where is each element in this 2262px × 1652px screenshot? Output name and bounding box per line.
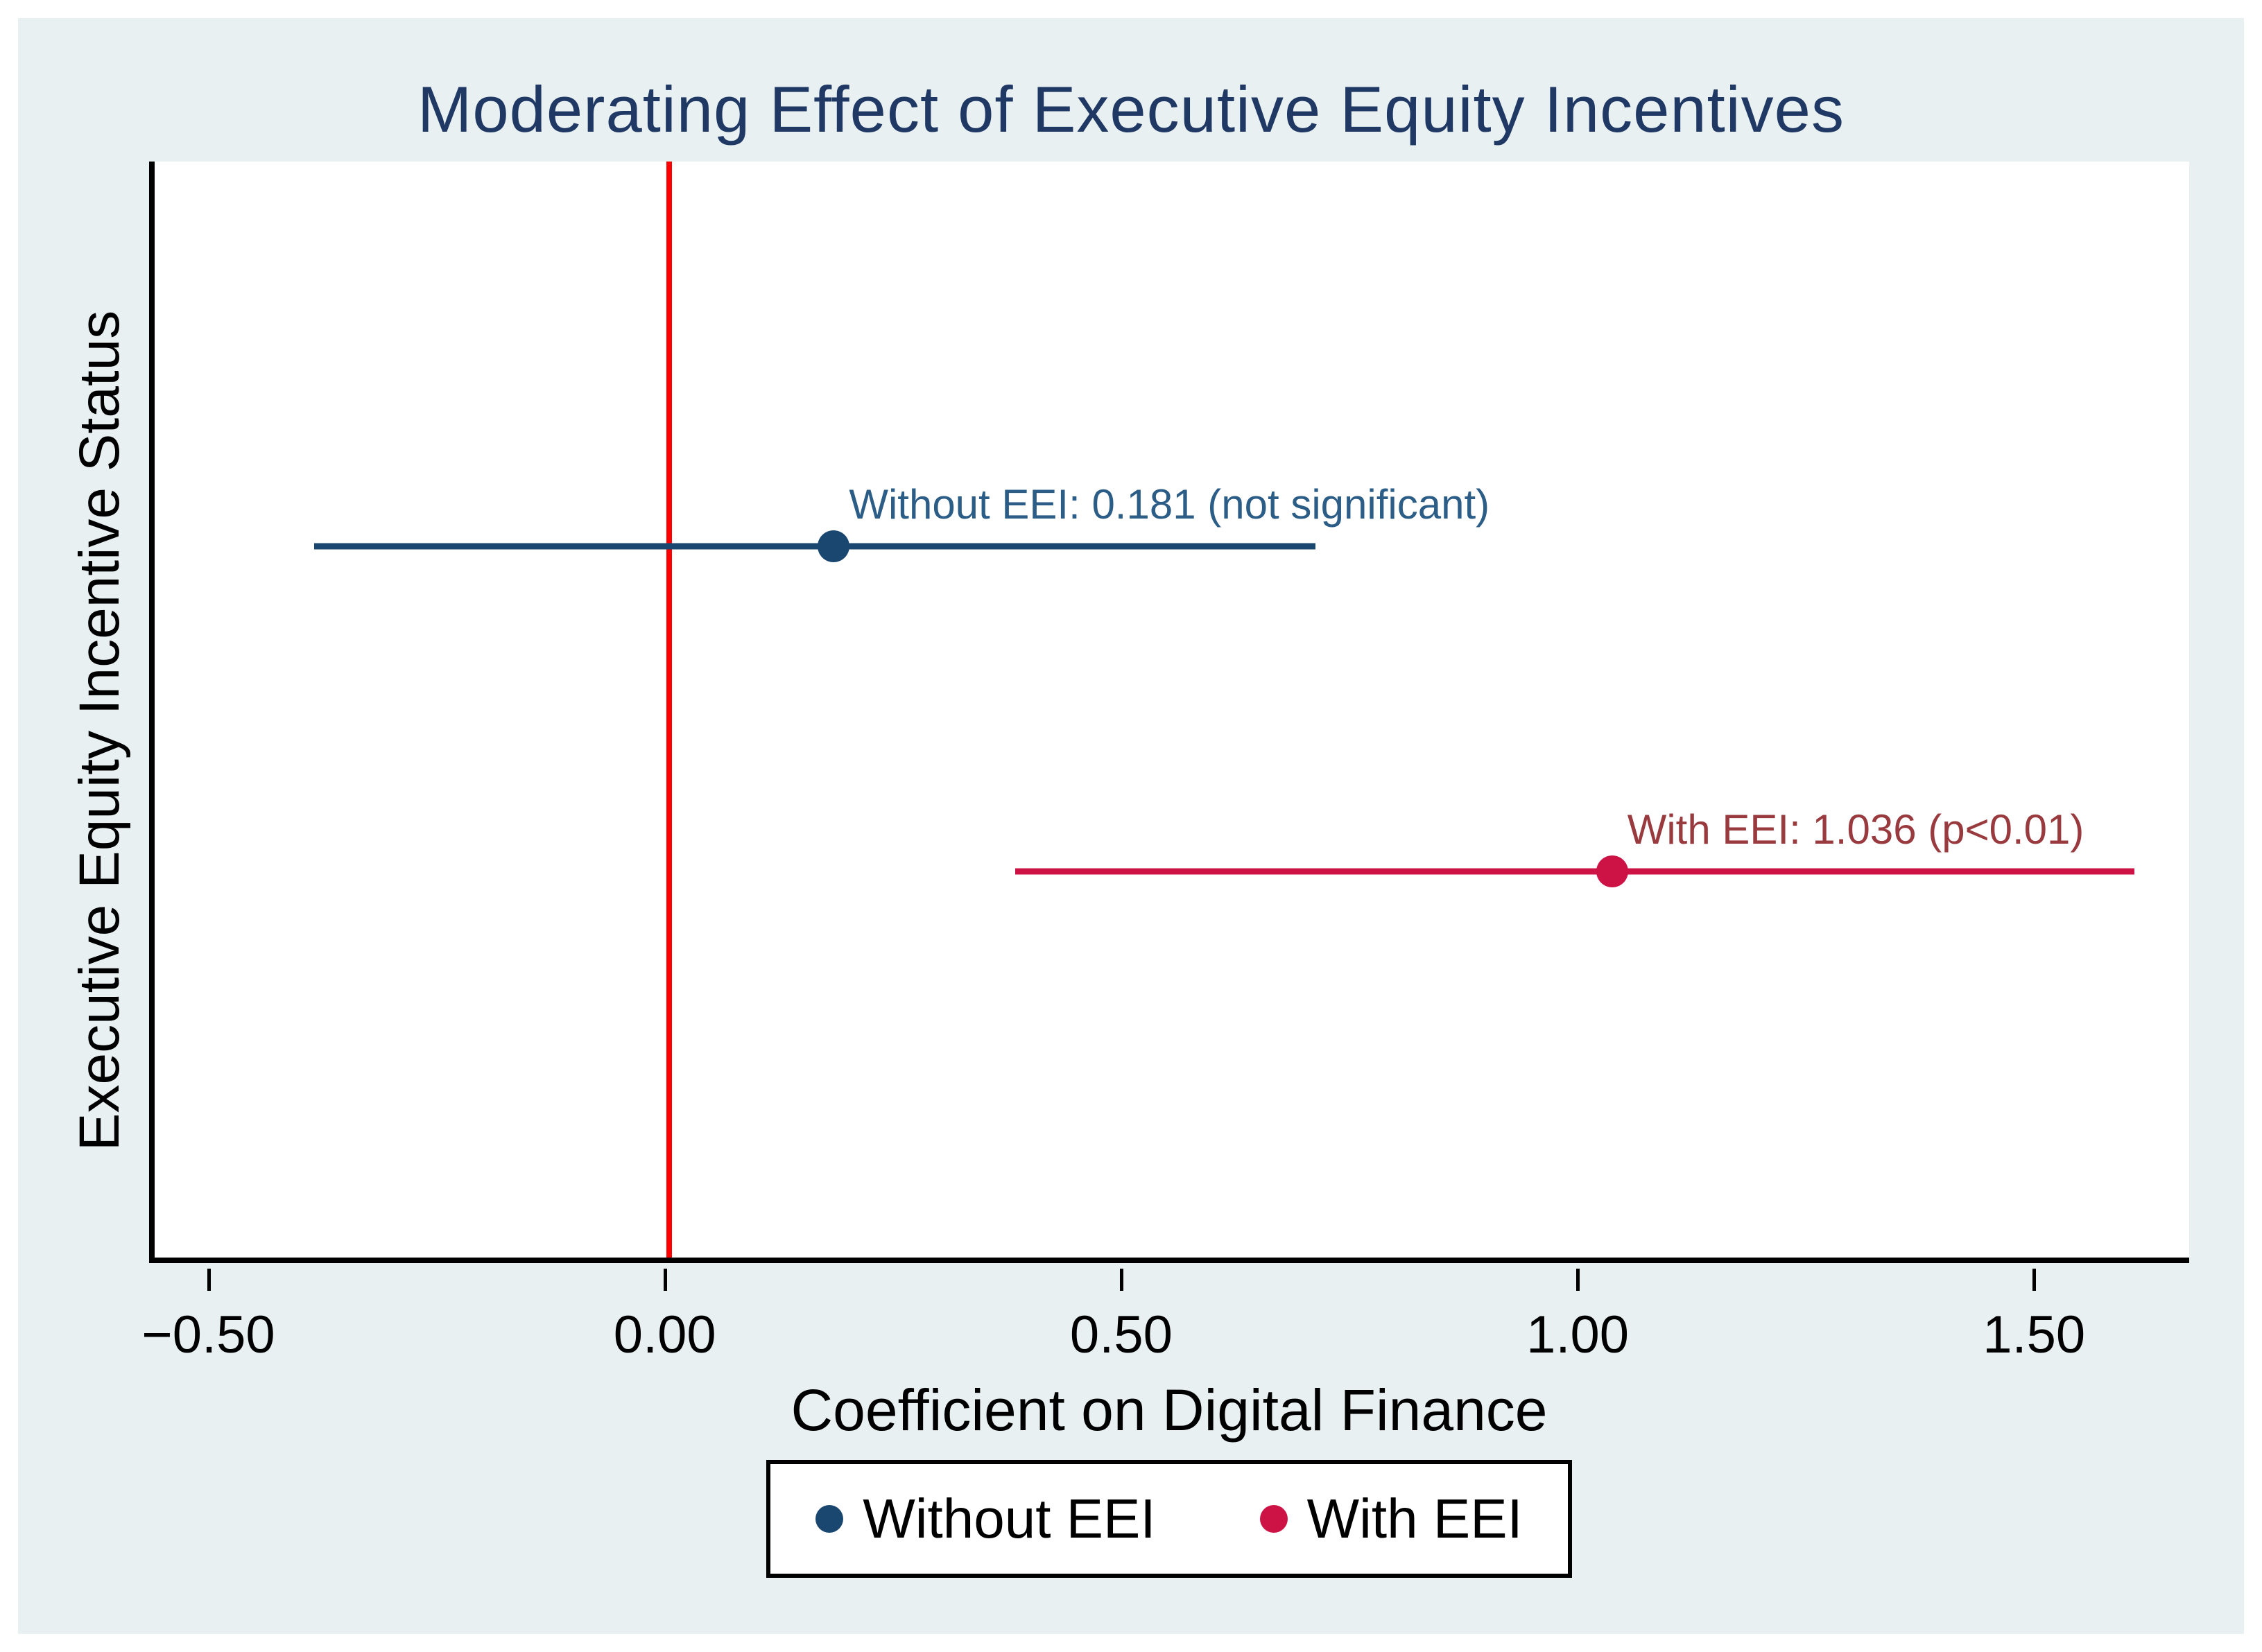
x-tick-mark	[663, 1269, 667, 1291]
x-tick-label: 1.50	[1983, 1305, 2086, 1364]
marker-without-eei	[818, 530, 850, 562]
marker-with-eei	[1596, 855, 1628, 888]
x-tick-label: 0.50	[1069, 1305, 1173, 1364]
legend-label: Without EEI	[863, 1488, 1156, 1549]
zero-reference-line	[666, 162, 672, 1258]
x-tick-label: 0.00	[613, 1305, 716, 1364]
x-tick-mark	[1119, 1269, 1123, 1291]
legend-marker-icon	[1259, 1505, 1288, 1533]
x-axis-label: Coefficient on Digital Finance	[791, 1377, 1548, 1443]
y-axis-label: Executive Equity Incentive Status	[68, 310, 131, 1151]
marker-label-without-eei: Without EEI: 0.181 (not significant)	[849, 480, 1490, 528]
x-tick-label: 1.00	[1526, 1305, 1630, 1364]
ci-line-with-eei	[1015, 868, 2135, 875]
x-tick-label: −0.50	[141, 1305, 275, 1364]
x-tick-mark	[2032, 1269, 2037, 1291]
legend-wrap: Without EEI With EEI	[149, 1460, 2189, 1578]
legend-label: With EEI	[1306, 1488, 1523, 1549]
ci-line-without-eei	[313, 543, 1315, 550]
chart-title: Moderating Effect of Executive Equity In…	[417, 73, 1845, 146]
marker-label-with-eei: With EEI: 1.036 (p<0.01)	[1627, 806, 2084, 853]
x-tick-mark	[1576, 1269, 1580, 1291]
x-tick-mark	[207, 1269, 211, 1291]
legend-marker-icon	[815, 1505, 844, 1533]
legend: Without EEI With EEI	[766, 1460, 1572, 1578]
legend-item-without-eei: Without EEI	[815, 1487, 1156, 1551]
chart-canvas: Moderating Effect of Executive Equity In…	[18, 18, 2244, 1634]
plot-area: Without EEI: 0.181 (not significant) With…	[149, 162, 2189, 1263]
legend-item-with-eei: With EEI	[1259, 1487, 1523, 1551]
